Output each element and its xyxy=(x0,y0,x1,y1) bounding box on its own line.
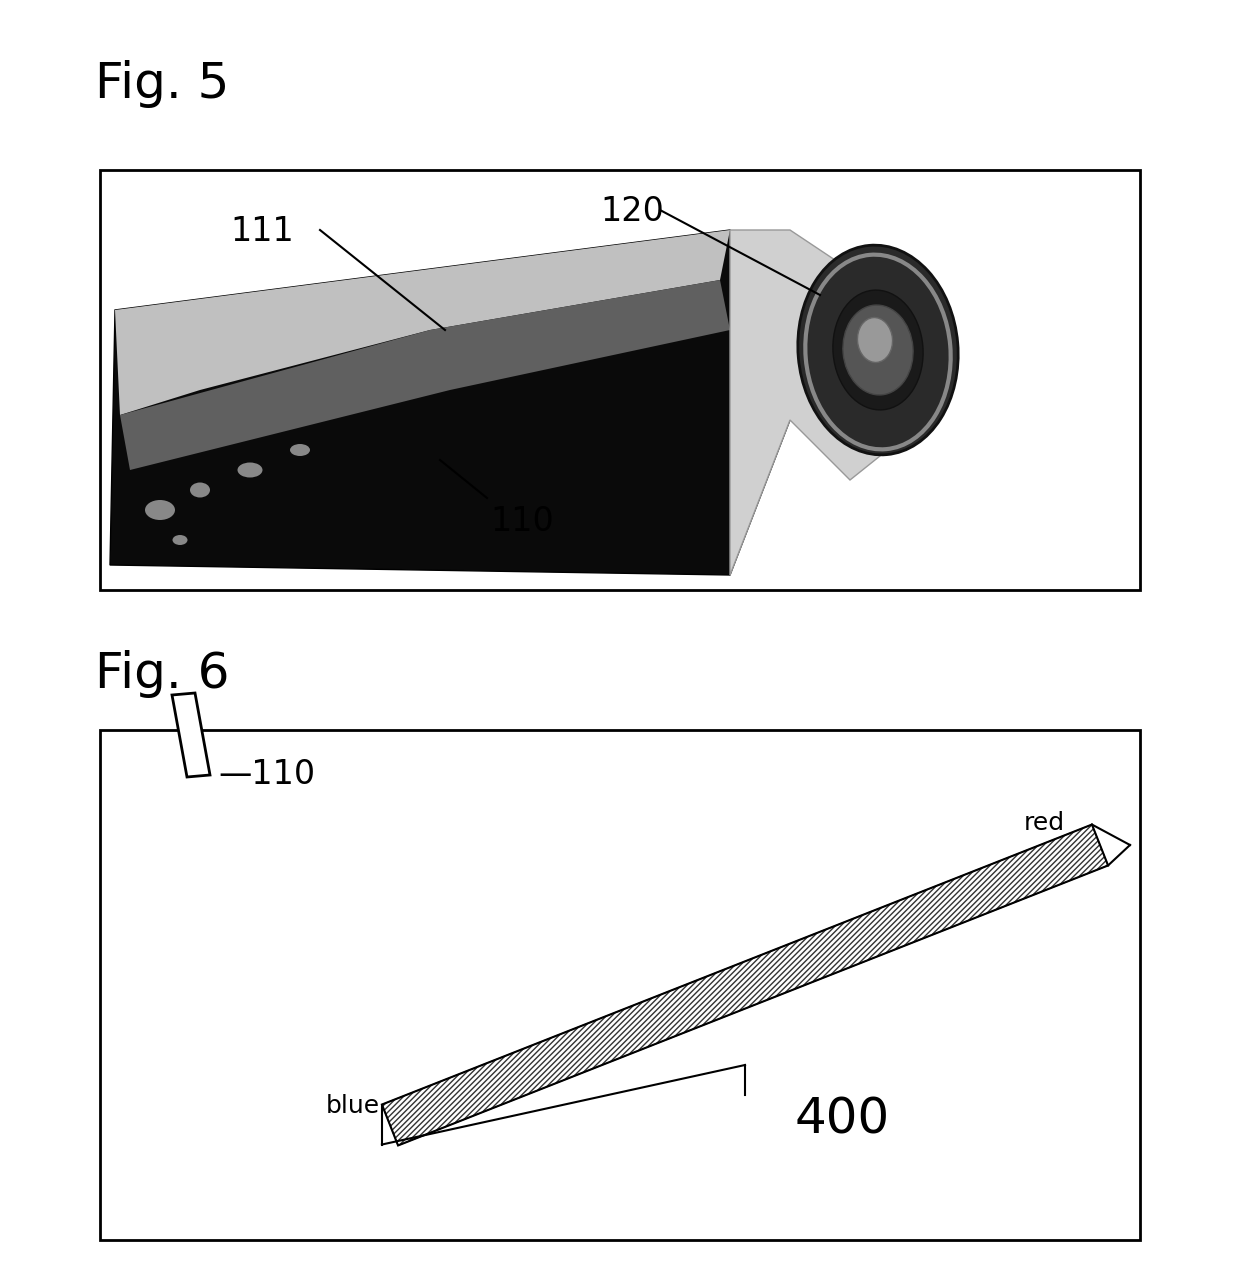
Text: —110: —110 xyxy=(218,759,315,791)
Text: 400: 400 xyxy=(795,1095,890,1143)
Text: 120: 120 xyxy=(600,196,663,227)
Polygon shape xyxy=(110,230,790,575)
Text: Fig. 6: Fig. 6 xyxy=(95,651,229,698)
Polygon shape xyxy=(115,230,730,415)
Ellipse shape xyxy=(145,500,175,520)
Ellipse shape xyxy=(797,245,959,455)
Bar xyxy=(100,730,1140,1240)
Text: red: red xyxy=(1024,812,1065,835)
Polygon shape xyxy=(730,230,900,575)
Ellipse shape xyxy=(833,290,923,410)
Ellipse shape xyxy=(190,483,210,497)
Ellipse shape xyxy=(238,463,263,478)
Text: blue: blue xyxy=(326,1094,379,1118)
Text: 110: 110 xyxy=(490,505,554,538)
Text: Fig. 5: Fig. 5 xyxy=(95,60,229,109)
Ellipse shape xyxy=(172,535,187,544)
Ellipse shape xyxy=(290,443,310,456)
Bar xyxy=(100,170,1140,590)
Polygon shape xyxy=(382,824,1109,1145)
Text: 111: 111 xyxy=(229,215,294,248)
Ellipse shape xyxy=(858,317,893,363)
Ellipse shape xyxy=(843,305,913,395)
Polygon shape xyxy=(172,693,210,777)
Polygon shape xyxy=(120,280,730,470)
